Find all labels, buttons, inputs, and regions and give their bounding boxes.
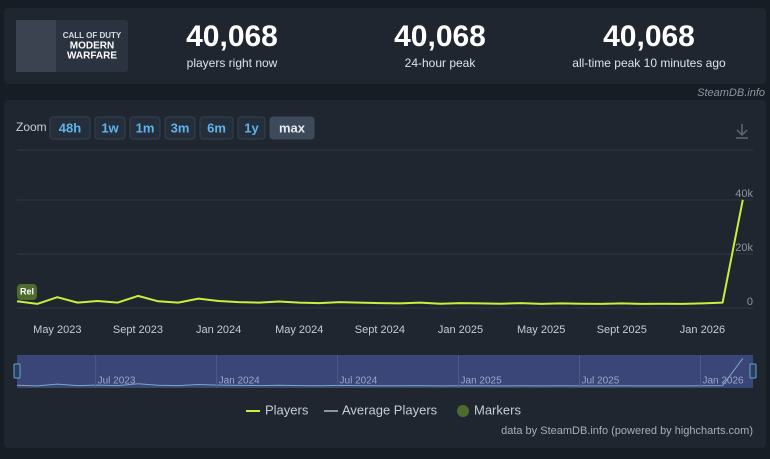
download-icon[interactable] (736, 124, 748, 139)
zoom-button[interactable] (269, 116, 315, 140)
zoom-button[interactable] (49, 116, 91, 140)
stat-label: players right now (187, 56, 278, 70)
legend-swatch (457, 405, 469, 417)
navigator-label: Jul 2024 (340, 376, 378, 387)
series-line (16, 199, 744, 305)
x-tick-label: Jan 2026 (680, 324, 725, 336)
legend-label[interactable]: Average Players (342, 402, 438, 417)
plot: 0 20k 40k May 2023 Sept 2023 Jan 2024 May 2024… (16, 188, 753, 336)
navigator-window (17, 355, 753, 388)
navigator-label: Jul 2023 (98, 376, 136, 387)
navigator-label: Jul 2025 (581, 376, 619, 387)
x-tick-label: May 2025 (517, 324, 565, 336)
zoom-button-label[interactable]: max (279, 120, 306, 135)
stat-label: all-time peak 10 minutes ago (572, 56, 726, 70)
y-tick-label: 20k (735, 242, 753, 254)
zoom-button-label[interactable]: 6m (207, 120, 226, 135)
legend-label[interactable]: Players (265, 402, 309, 417)
marker (17, 284, 37, 300)
stat-value: 40,068 (603, 20, 695, 53)
zoom-button[interactable] (237, 116, 266, 140)
zoom-button[interactable] (94, 116, 126, 140)
stat-label: 24-hour peak (405, 56, 477, 70)
y-tick-label: 40k (735, 188, 753, 200)
x-tick-label: Jan 2024 (196, 324, 241, 336)
navigator-label: Jan 2024 (219, 376, 261, 387)
zoom-button-label[interactable]: 1m (136, 120, 155, 135)
credits: data by SteamDB.info (powered by highcha… (501, 425, 753, 437)
navigator-label: Jan 2026 (702, 376, 744, 387)
x-tick-label: Jan 2025 (438, 324, 483, 336)
zoom-button-label[interactable]: 1y (244, 120, 259, 135)
zoom-button-label[interactable]: 1w (101, 120, 119, 135)
source: SteamDB.info (697, 87, 765, 99)
stat-value: 40,068 (394, 20, 486, 53)
zoom-button-label[interactable]: 3m (171, 120, 190, 135)
zoom-buttons: 48h 1w 1m 3m 6m 1y max (49, 116, 315, 140)
legend: Players Average Players Markers (246, 402, 521, 417)
logo-line: MODERN (70, 41, 114, 52)
zoom-button[interactable] (129, 116, 161, 140)
x-tick-label: Sept 2025 (597, 324, 647, 336)
zoom-button-label[interactable]: 48h (59, 120, 81, 135)
y-tick-label: 0 (747, 296, 753, 308)
cover-figure (16, 20, 56, 72)
zoom-button[interactable] (199, 116, 234, 140)
navigator-label: Jan 2025 (461, 376, 503, 387)
navigator-line (16, 358, 744, 387)
header-panel (4, 8, 766, 84)
zoom-button[interactable] (164, 116, 196, 140)
zoom-label: Zoom (16, 120, 47, 134)
x-tick-label: Sept 2024 (355, 324, 405, 336)
legend-label[interactable]: Markers (474, 402, 521, 417)
x-tick-label: May 2024 (275, 324, 323, 336)
logo-line: WARFARE (67, 51, 117, 62)
x-tick-label: Sept 2023 (113, 324, 163, 336)
navigator: Jul 2023 Jan 2024 Jul 2024 Jan 2025 Jul 2025… (16, 355, 744, 388)
marker-label: Rel (20, 286, 34, 296)
stat-value: 40,068 (186, 20, 278, 53)
logo-line: CALL OF DUTY (63, 31, 122, 40)
x-tick-label: May 2023 (33, 324, 81, 336)
navigator-handle[interactable] (13, 363, 21, 379)
chart-panel (4, 100, 766, 448)
navigator-handle[interactable] (749, 363, 757, 379)
